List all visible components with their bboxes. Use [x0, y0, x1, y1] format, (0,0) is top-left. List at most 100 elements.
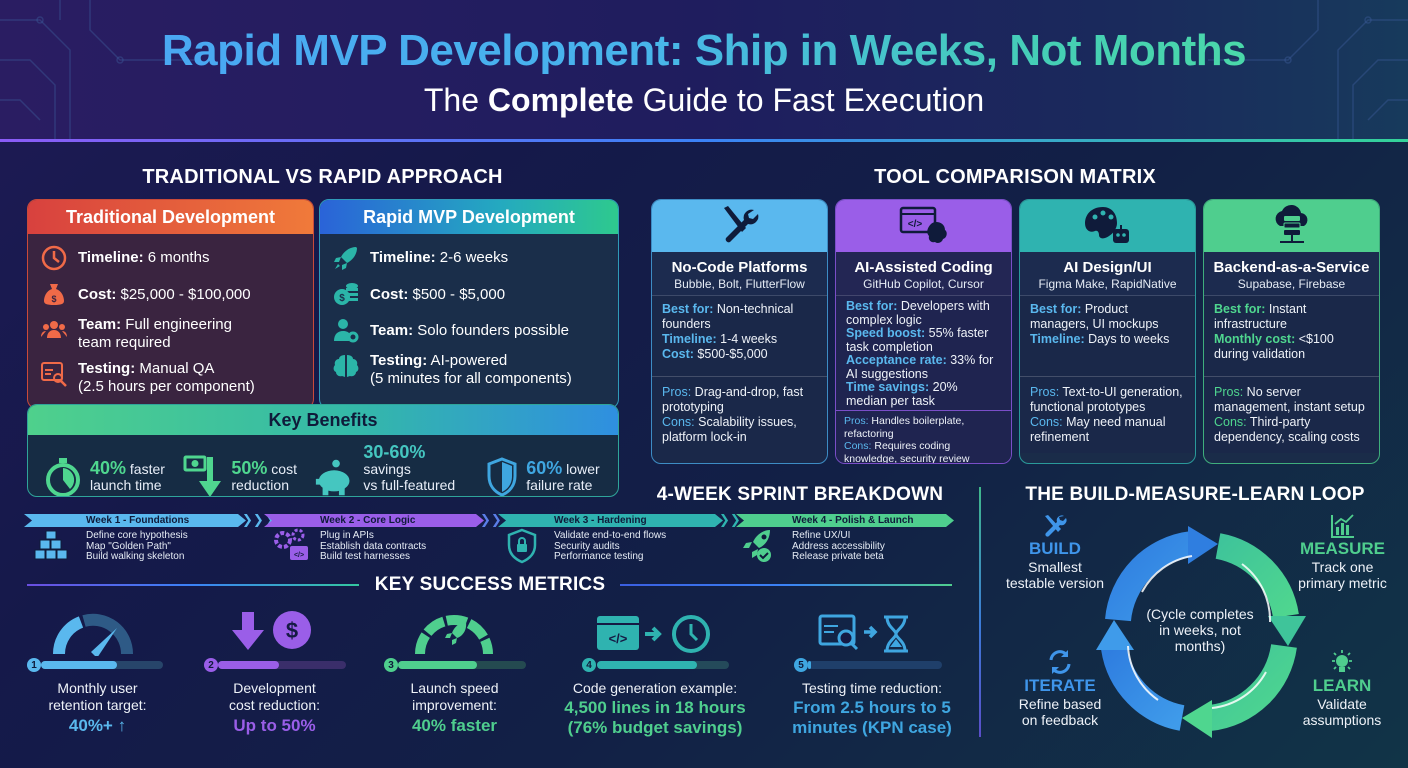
sprint-section-title: 4-WEEK SPRINT BREAKDOWN	[656, 484, 944, 505]
tool-card-ai-design: AI Design/UI Figma Make, RapidNative Best…	[1019, 199, 1196, 464]
wrench-screwdriver-icon	[723, 206, 758, 243]
metric-progress-track	[808, 661, 942, 669]
tools-section-title: TOOL COMPARISON MATRIX	[874, 166, 1156, 188]
page-title: Rapid MVP Development: Ship in Weeks, No…	[0, 26, 1408, 76]
refresh-icon	[1049, 650, 1071, 674]
svg-text:</>: </>	[609, 631, 628, 646]
metric-value: Up to 50%	[233, 716, 316, 735]
metric-item-launch-speed: 3 Launch speed improvement: 40% faster	[382, 610, 527, 740]
metric-item-cost: $ 2 Development cost reduction: Up to 50%	[202, 610, 347, 740]
traditional-card: Traditional Development Timeline: 6 mont…	[27, 199, 314, 409]
code-brain-icon: </>	[899, 206, 947, 243]
metric-number-badge: 1	[27, 658, 41, 672]
metric-progress-track	[218, 661, 346, 669]
page-subtitle: The Complete Guide to Fast Execution	[423, 82, 985, 118]
circuit-decoration-right-icon	[1208, 0, 1408, 140]
tool-card-ai-coding: </> AI-Assisted Coding GitHub Copilot, Cu…	[835, 199, 1012, 464]
stopwatch-icon	[46, 457, 80, 496]
metric-number-badge: 2	[204, 658, 218, 672]
tool-details: Best for: Non-technical founders Timelin…	[652, 296, 827, 376]
traditional-heading: Traditional Development	[28, 200, 313, 234]
piggy-bank-icon	[316, 459, 350, 495]
traditional-timeline-row: Timeline: 6 months	[40, 244, 301, 272]
tool-pros-cons: Pros: Handles boilerplate, refactoring C…	[836, 410, 1011, 463]
brain-icon	[333, 355, 359, 377]
metric-progress-track	[41, 661, 163, 669]
metric-progress-track	[398, 661, 526, 669]
loop-stage-measure: MEASURE Track one primary metric	[1285, 513, 1400, 591]
metric-number-badge: 4	[582, 658, 596, 672]
cost-down-dollar-icon: $	[232, 611, 311, 650]
week-2-label: Week 2 - Core Logic	[320, 515, 416, 526]
tool-examples: Figma Make, RapidNative	[1038, 277, 1177, 291]
key-benefits-title: Key Benefits	[28, 405, 618, 435]
tool-name: AI-Assisted Coding	[854, 259, 993, 276]
section-divider	[979, 487, 981, 737]
metric-item-code-generation: </> 4 Code generation example: 4,500 lin…	[555, 610, 755, 740]
test-search-icon	[41, 362, 67, 387]
week-3-label: Week 3 - Hardening	[554, 515, 647, 526]
rapid-testing-row: Testing: AI-powered (5 minutes for all co…	[332, 352, 606, 388]
traditional-cost-row: $ Cost: $25,000 - $100,000	[40, 280, 301, 308]
tool-pros-cons: Pros: Drag-and-drop, fast prototyping Co…	[652, 376, 827, 453]
gears-code-icon: </>	[274, 528, 308, 560]
chart-icon	[1330, 514, 1354, 538]
metric-item-retention: 1 Monthly user retention target: 40%+ ↑	[25, 610, 170, 740]
rapid-cost-row: $ Cost: $500 - $5,000	[332, 280, 606, 308]
loop-stage-build: BUILD Smallest testable version	[995, 513, 1115, 591]
rocket-gauge-icon	[415, 615, 493, 655]
metric-item-testing-time: 5 Testing time reduction: From 2.5 hours…	[782, 610, 962, 740]
loop-center-text: (Cycle completes in weeks, not months)	[1146, 606, 1254, 654]
loop-stage-learn: LEARN Validate assumptions	[1292, 648, 1392, 728]
metric-value: 4,500 lines in 18 hours (76% budget savin…	[564, 698, 746, 737]
metrics-section-title: KEY SUCCESS METRICS	[374, 574, 606, 595]
shield-icon	[487, 456, 517, 496]
tool-name: No-Code Platforms	[671, 259, 808, 276]
svg-text:$: $	[286, 618, 298, 643]
week-3-items: Validate end-to-end flows Security audits…	[554, 530, 667, 562]
week-1-label: Week 1 - Foundations	[86, 515, 190, 526]
metric-number-badge: 3	[384, 658, 398, 672]
rapid-timeline-row: Timeline: 2-6 weeks	[332, 244, 606, 272]
benefit-lower-failure: 60% lower failure rate	[486, 444, 602, 496]
gauge-icon	[52, 613, 134, 656]
clock-icon	[41, 245, 67, 271]
build-tools-icon	[1045, 515, 1067, 537]
tool-card-no-code: No-Code Platforms Bubble, Bolt, FlutterFl…	[651, 199, 828, 464]
tool-name: AI Design/UI	[1063, 259, 1152, 276]
rapid-card: Rapid MVP Development Timeline: 2-6 week…	[319, 199, 619, 409]
user-gear-icon	[334, 319, 359, 343]
week-4-items: Refine UX/UI Address accessibility Release…	[792, 530, 885, 562]
approach-section-title: TRADITIONAL VS RAPID APPROACH	[142, 166, 503, 188]
lightbulb-icon	[1332, 650, 1352, 672]
team-icon	[41, 321, 67, 338]
rocket-check-icon	[743, 530, 771, 562]
metrics-divider-right	[620, 584, 952, 586]
blocks-icon	[34, 530, 68, 560]
benefit-cost-reduction: 50% cost reduction	[183, 444, 299, 496]
tool-pros-cons: Pros: Text-to-UI generation, functional …	[1020, 376, 1195, 453]
benefit-faster-launch: 40% faster launch time	[44, 444, 169, 496]
cloud-server-icon	[1275, 204, 1307, 243]
rapid-team-row: Team: Solo founders possible	[332, 316, 606, 344]
header-divider	[0, 139, 1408, 142]
header-banner: Rapid MVP Development: Ship in Weeks, No…	[0, 0, 1408, 142]
tool-card-baas: Backend-as-a-Service Supabase, Firebase B…	[1203, 199, 1380, 464]
tool-examples: GitHub Copilot, Cursor	[863, 277, 984, 291]
code-to-clock-icon: </>	[597, 615, 710, 653]
rapid-heading: Rapid MVP Development	[320, 200, 618, 234]
cycle-arrows-icon	[1096, 526, 1306, 738]
palette-robot-icon	[1084, 207, 1129, 243]
key-benefits-panel: Key Benefits 40% faster launch time 50% c…	[27, 404, 619, 497]
metric-value: 40% faster	[411, 716, 498, 735]
week-2-items: Plug in APIs Establish data contracts Buil…	[320, 530, 427, 562]
tool-details: Best for: Instant infrastructure Monthly…	[1204, 296, 1379, 376]
money-bag-icon: $	[44, 284, 64, 305]
loop-stage-iterate: ITERATE Refine based on feedback	[1005, 648, 1115, 728]
tool-details: Best for: Developers with complex logic …	[836, 296, 1011, 410]
tool-pros-cons: Pros: No server management, instant setu…	[1204, 376, 1379, 453]
metric-value: 40%+ ↑	[68, 716, 127, 735]
tool-name: Backend-as-a-Service	[1213, 259, 1370, 276]
circuit-decoration-left-icon	[0, 0, 200, 140]
